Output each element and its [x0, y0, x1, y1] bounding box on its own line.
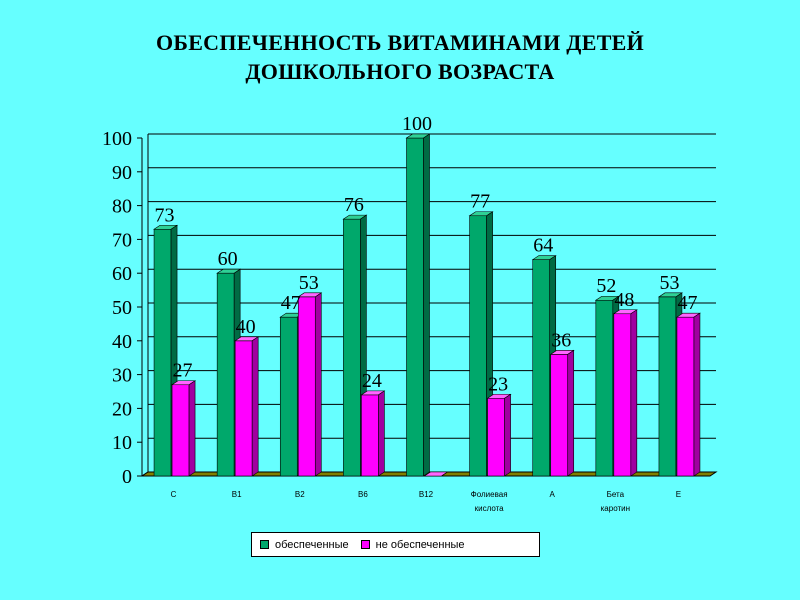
bar-not-provided	[675, 312, 701, 477]
data-label-not-provided: 23	[488, 373, 508, 395]
bar-front	[406, 137, 424, 477]
y-tick-label: 90	[112, 162, 132, 184]
chart-legend: обеспеченные не обеспеченные	[251, 532, 540, 557]
bar-front	[658, 296, 677, 477]
data-label-not-provided: 27	[173, 360, 193, 382]
bar-front	[343, 218, 361, 477]
y-tick-label: 100	[102, 128, 132, 150]
y-tick-label: 10	[112, 432, 132, 454]
legend-item-not-provided: не обеспеченные	[360, 538, 465, 551]
bar-front	[297, 296, 316, 477]
bar-side	[251, 336, 259, 477]
x-tick-label: B1	[232, 490, 242, 499]
bar-side	[693, 312, 701, 477]
bar-front	[550, 354, 569, 477]
bar-side	[567, 349, 575, 477]
legend-item-provided: обеспеченные	[260, 539, 349, 551]
bar-not-provided	[423, 471, 449, 477]
bar-not-provided	[297, 292, 323, 477]
y-tick-label: 70	[112, 229, 132, 251]
data-label-provided: 77	[470, 191, 490, 213]
legend-swatch-not-provided	[360, 540, 370, 549]
bar-front	[487, 397, 505, 477]
data-label-provided: 64	[533, 235, 553, 257]
y-tick-label: 40	[112, 331, 132, 353]
x-tick-label: каротин	[601, 504, 630, 513]
bar-front	[613, 313, 632, 477]
bar-side	[188, 380, 196, 477]
legend-label-provided: обеспеченные	[275, 538, 349, 551]
data-label-not-provided: 53	[299, 272, 319, 294]
data-label-provided: 100	[402, 113, 432, 135]
bar-provided	[405, 133, 431, 477]
y-tick-label: 30	[112, 365, 132, 387]
x-tick-label: Фолиевая	[471, 490, 508, 499]
data-label-provided: 73	[155, 204, 175, 226]
data-label-provided: 47	[281, 292, 301, 314]
x-tick-label: кислота	[475, 504, 505, 513]
bar-front	[595, 299, 614, 477]
y-tick-label: 20	[112, 398, 132, 420]
data-label-provided: 52	[596, 275, 616, 297]
bar-not-provided	[360, 390, 386, 477]
x-tick-label: B12	[419, 490, 434, 499]
bar-side	[441, 471, 448, 477]
bar-front	[153, 228, 172, 477]
x-tick-label: A	[550, 490, 556, 499]
data-label-provided: 60	[218, 248, 238, 270]
y-tick-label: 60	[112, 263, 132, 285]
bar-not-provided	[612, 309, 638, 477]
legend-swatch-provided	[260, 540, 269, 549]
y-tick-label: 50	[112, 297, 132, 319]
bar-front	[279, 316, 298, 477]
bar-not-provided	[486, 393, 512, 477]
chart-title: ОБЕСПЕЧЕННОСТЬ ВИТАМИНАМИ ДЕТЕЙ ДОШКОЛЬН…	[0, 28, 800, 86]
data-label-not-provided: 47	[677, 292, 697, 314]
y-tick-label: 80	[112, 196, 132, 218]
data-label-not-provided: 40	[236, 316, 256, 338]
bar-not-provided	[234, 336, 260, 477]
legend-label-not-provided: не обеспеченные	[375, 538, 465, 551]
bar-not-provided	[549, 349, 575, 477]
bars	[153, 133, 701, 477]
chart-title-line-2: ДОШКОЛЬНОГО ВОЗРАСТА	[245, 59, 555, 84]
x-tick-label: Бета	[607, 490, 625, 499]
data-label-not-provided: 48	[614, 289, 634, 311]
data-label-provided: 76	[344, 194, 364, 216]
bar-side	[378, 390, 385, 477]
x-tick-label: B2	[295, 490, 305, 499]
chart-title-line-1: ОБЕСПЕЧЕННОСТЬ ВИТАМИНАМИ ДЕТЕЙ	[155, 30, 645, 55]
bar-side	[314, 292, 322, 477]
x-tick-label: B6	[358, 490, 368, 499]
data-label-provided: 53	[659, 272, 679, 294]
bar-front	[171, 384, 190, 477]
data-labels: 7327C6040B14753B27624B6100B127723Фолиева…	[155, 113, 698, 513]
bar-front	[676, 316, 695, 477]
bar-side	[504, 393, 511, 477]
plot-area: 0 10 20 30 40 50 60 70 80 90 100	[102, 128, 718, 488]
bar-front	[532, 259, 551, 477]
data-label-not-provided: 24	[362, 370, 382, 392]
data-label-not-provided: 36	[551, 329, 571, 351]
x-tick-label: C	[171, 490, 177, 499]
x-tick-label: E	[676, 490, 681, 499]
bar-side	[423, 133, 430, 477]
y-tick-label: 0	[122, 466, 132, 488]
bar-side	[630, 309, 638, 477]
bar-front	[234, 340, 253, 477]
bar-front	[216, 272, 235, 477]
bar-front	[361, 394, 379, 477]
bar-front	[469, 215, 487, 477]
bar-not-provided	[171, 380, 197, 477]
